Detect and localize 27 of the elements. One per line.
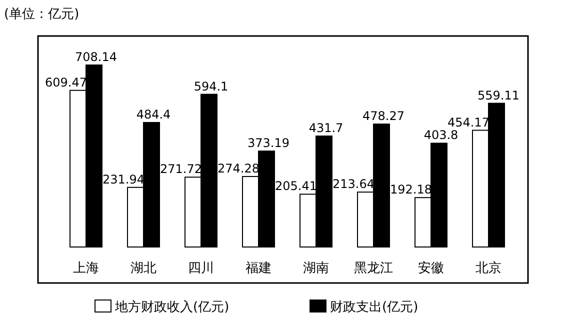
text: (单位：亿元): [4, 7, 80, 22]
x-tick-label: 四川: [188, 261, 214, 276]
data-label: 403.8: [424, 128, 458, 142]
data-label: 454.17: [448, 115, 490, 130]
data-label: 708.14: [75, 50, 117, 64]
data-label: 205.41: [275, 179, 317, 194]
data-label: 192.18: [390, 182, 432, 197]
data-label: 478.27: [362, 109, 404, 124]
data-label: 373.19: [248, 136, 290, 150]
x-tick-label: 湖南: [303, 261, 329, 276]
x-tick-label: 福建: [246, 261, 272, 276]
data-label: 484.4: [136, 108, 171, 122]
data-label: 213.64: [332, 177, 374, 192]
data-label: 274.28: [218, 162, 260, 176]
x-tick-label: 上海: [73, 261, 99, 276]
data-label: 559.11: [478, 88, 520, 102]
data-label: 431.7: [308, 121, 344, 136]
data-label: 271.72: [160, 162, 202, 176]
x-tick-label: 黑龙江: [354, 261, 393, 276]
legend-label: 地方财政收入(亿元): [114, 299, 230, 315]
x-tick-label: 北京: [476, 261, 502, 276]
data-label: 609.47: [45, 75, 87, 90]
data-label: 231.94: [102, 172, 144, 186]
legend-label: 财政支出(亿元): [330, 300, 418, 315]
x-tick-label: 湖北: [130, 261, 156, 276]
data-label: 594.1: [194, 79, 228, 94]
x-tick-label: 安徽: [418, 260, 444, 276]
